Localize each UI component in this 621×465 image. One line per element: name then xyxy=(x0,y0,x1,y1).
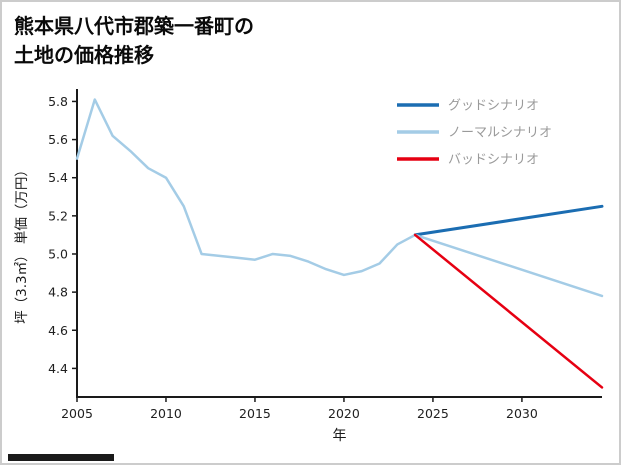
chart-title: 熊本県八代市郡築一番町の 土地の価格推移 xyxy=(14,12,254,70)
y-tick-label: 5.2 xyxy=(48,208,68,223)
x-tick-label: 2030 xyxy=(506,406,538,421)
y-tick-label: 5.4 xyxy=(48,170,68,185)
y-tick-label: 5.6 xyxy=(48,132,68,147)
y-tick-label: 4.4 xyxy=(48,361,68,376)
x-tick-label: 2020 xyxy=(328,406,360,421)
legend-label-0: グッドシナリオ xyxy=(448,99,539,114)
y-tick-label: 4.6 xyxy=(48,323,68,338)
bottom-bar-fragment xyxy=(8,454,114,461)
x-tick-label: 2005 xyxy=(61,406,93,421)
y-tick-label: 4.8 xyxy=(48,285,68,300)
y-tick-label: 5.8 xyxy=(48,94,68,109)
x-axis-label: 年 xyxy=(333,428,347,444)
y-tick-label: 5.0 xyxy=(48,246,68,261)
series-line-0 xyxy=(413,204,604,237)
chart-title-line2: 土地の価格推移 xyxy=(14,43,154,67)
legend-label-1: ノーマルシナリオ xyxy=(448,126,552,141)
x-tick-label: 2025 xyxy=(417,406,449,421)
series-line-1 xyxy=(75,98,604,298)
y-axis-label: 坪（3.3㎡） 単価（万円） xyxy=(14,163,30,324)
x-tick-label: 2010 xyxy=(150,406,182,421)
chart-title-line1: 熊本県八代市郡築一番町の xyxy=(14,14,254,38)
x-tick-label: 2015 xyxy=(239,406,271,421)
series-line-2 xyxy=(413,233,604,389)
legend-label-2: バッドシナリオ xyxy=(448,153,539,168)
